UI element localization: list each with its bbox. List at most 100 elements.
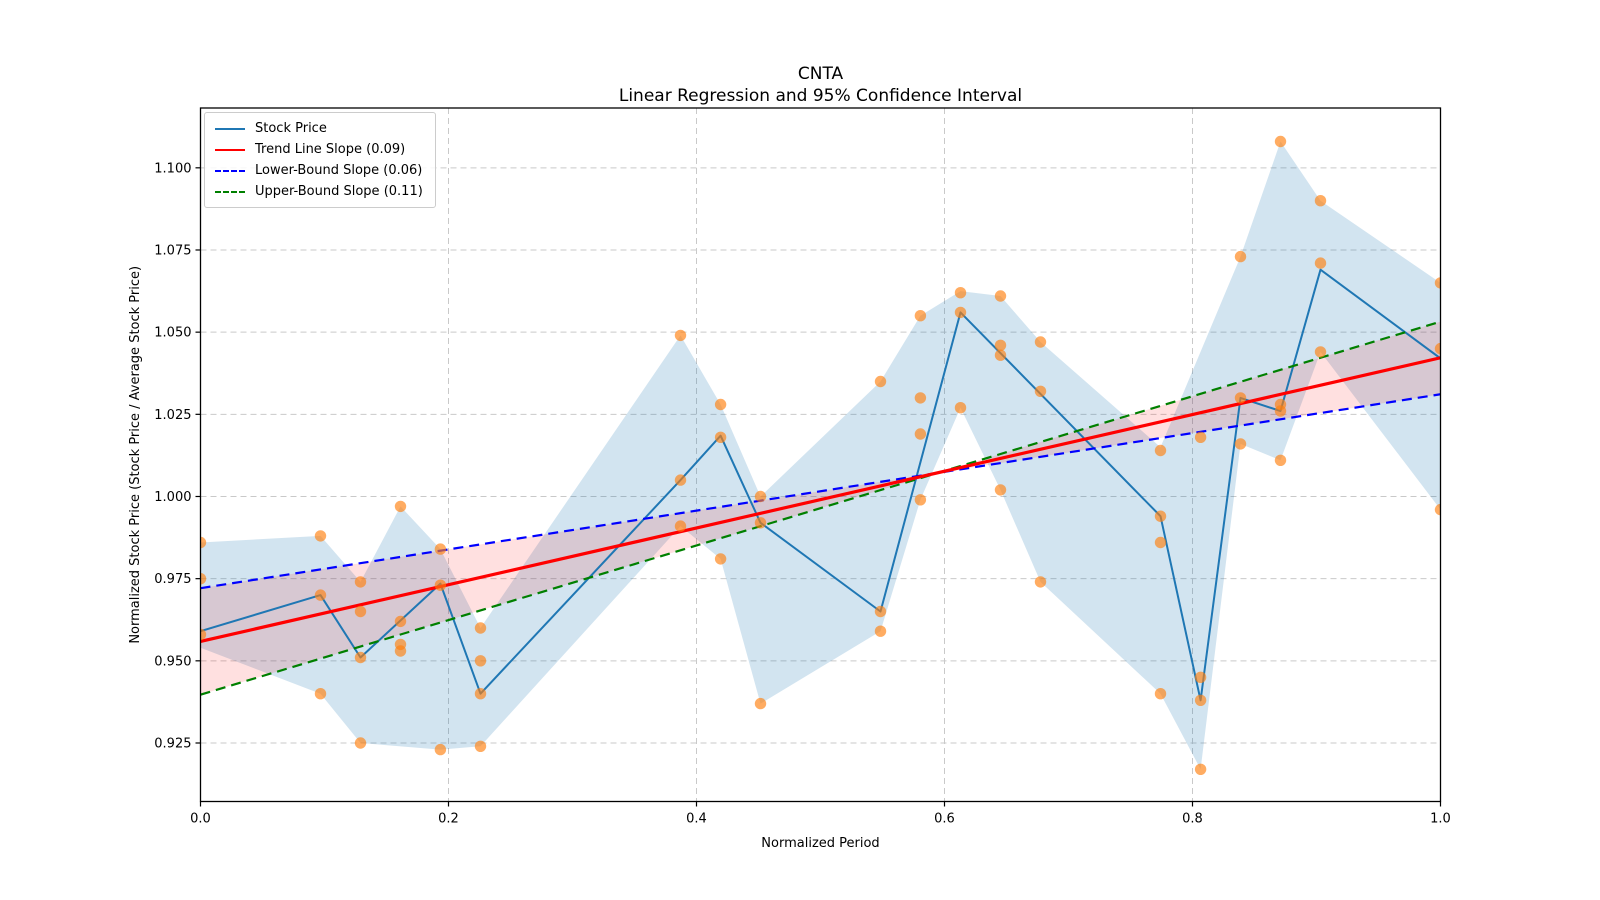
scatter-point: [354, 651, 367, 664]
scatter-point: [1234, 250, 1247, 263]
scatter-point: [714, 553, 727, 565]
x-tick-label: 1.0: [1430, 812, 1451, 827]
x-tick-label: 0.0: [190, 812, 211, 827]
upper-bound-line: [200, 320, 1441, 696]
x-tick-label: 0.2: [438, 812, 459, 827]
trend-line: [200, 356, 1441, 643]
scatter-point: [674, 329, 687, 342]
scatter-point: [674, 474, 687, 486]
scatter-point: [434, 579, 447, 591]
grid-layer: [200, 108, 1441, 802]
scatter-point: [354, 605, 367, 618]
scatter-point: [1234, 392, 1247, 404]
legend-label-trend-line: Trend Line Slope (0.09): [255, 142, 406, 157]
scatter-point: [874, 605, 887, 618]
x-axis-label: Normalized Period: [761, 836, 879, 851]
trend-lines-layer: [200, 320, 1441, 696]
scatter-point: [1274, 454, 1287, 466]
scatter-point: [874, 625, 887, 637]
scatter-point: [434, 543, 447, 555]
scatter-point: [994, 339, 1007, 351]
legend-swatch-stock-price: [215, 127, 245, 130]
scatter-point: [754, 490, 767, 503]
scatter-point: [954, 287, 967, 299]
y-tick-label: 1.025: [154, 408, 191, 423]
legend-label-lower-bound: Lower-Bound Slope (0.06): [255, 163, 423, 178]
chart-subtitle: Linear Regression and 95% Confidence Int…: [619, 86, 1022, 106]
legend-item-stock-price: Stock Price: [215, 121, 423, 136]
y-tick-label: 1.050: [154, 326, 191, 341]
legend-label-stock-price: Stock Price: [255, 121, 327, 136]
axis-spines: [199, 107, 1442, 803]
legend-item-trend-line: Trend Line Slope (0.09): [215, 142, 423, 157]
scatter-point: [914, 310, 927, 322]
scatter-point: [754, 697, 767, 710]
scatter-point: [914, 428, 927, 440]
scatter-point: [314, 589, 327, 601]
scatter-point: [1274, 405, 1287, 417]
scatter-point: [874, 375, 887, 388]
scatter-point: [994, 290, 1007, 302]
scatter-point: [314, 688, 327, 700]
scatter-point: [474, 740, 487, 752]
scatter-point: [914, 494, 927, 506]
legend-item-upper-bound: Upper-Bound Slope (0.11): [215, 184, 423, 199]
scatter-point: [1154, 444, 1167, 457]
x-tick-label: 0.6: [934, 812, 955, 827]
scatter-point: [394, 645, 407, 657]
scatter-point: [1274, 135, 1287, 148]
scatter-point: [1434, 277, 1441, 289]
scatter-point: [714, 398, 727, 411]
scatter-point: [434, 743, 447, 756]
scatter-point: [1034, 336, 1047, 348]
scatter-point: [200, 536, 207, 549]
scatter-point: [1234, 438, 1247, 450]
scatter-point: [1034, 385, 1047, 397]
scatter-point: [1194, 694, 1207, 706]
scatter-point: [354, 576, 367, 588]
scatter-point: [714, 431, 727, 443]
scatter-point: [394, 500, 407, 513]
scatter-point: [1314, 257, 1327, 269]
y-tick-label: 0.925: [154, 736, 191, 751]
chart-title: CNTA: [798, 64, 844, 84]
scatter-point: [394, 615, 407, 628]
legend-item-lower-bound: Lower-Bound Slope (0.06): [215, 163, 423, 178]
scatter-point: [200, 628, 207, 641]
legend: Stock Price Trend Line Slope (0.09) Lowe…: [204, 112, 436, 208]
legend-swatch-upper-bound: [215, 190, 245, 193]
y-tick-label: 1.100: [154, 161, 191, 176]
scatter-point: [994, 349, 1007, 361]
scatter-point: [1034, 576, 1047, 588]
scatter-point: [674, 520, 687, 532]
scatter-point: [914, 392, 927, 404]
scatter-point: [1314, 195, 1327, 207]
scatter-point: [1314, 346, 1327, 358]
scatter-point: [754, 517, 767, 529]
legend-swatch-lower-bound: [215, 169, 245, 172]
scatter-point: [1154, 510, 1167, 522]
scatter-point: [354, 737, 367, 749]
axes-layer: 0.0 0.2 0.4 0.6 0.8 1.0 0.925 0.950 0.975 1.000 1.…: [154, 107, 1451, 827]
scatter-point: [994, 484, 1007, 496]
scatter-point: [1434, 342, 1441, 355]
scatter-point: [200, 573, 207, 585]
scatter-point: [1154, 688, 1167, 700]
x-tick-label: 0.4: [686, 812, 707, 827]
scatter-point: [1194, 671, 1207, 683]
lower-bound-line: [200, 393, 1441, 590]
scatter-point: [1194, 763, 1207, 775]
legend-swatch-trend-line: [215, 148, 245, 151]
y-tick-label: 1.075: [154, 243, 191, 258]
scatter-point: [954, 402, 967, 414]
scatter-point: [954, 306, 967, 319]
scatter-point: [474, 655, 487, 667]
x-tick-label: 0.8: [1182, 812, 1203, 827]
y-tick-label: 1.000: [154, 490, 191, 505]
y-tick-label: 0.950: [154, 654, 191, 669]
scatter-layer: [200, 135, 1441, 775]
scatter-point: [1434, 503, 1441, 516]
scatter-point: [474, 688, 487, 700]
